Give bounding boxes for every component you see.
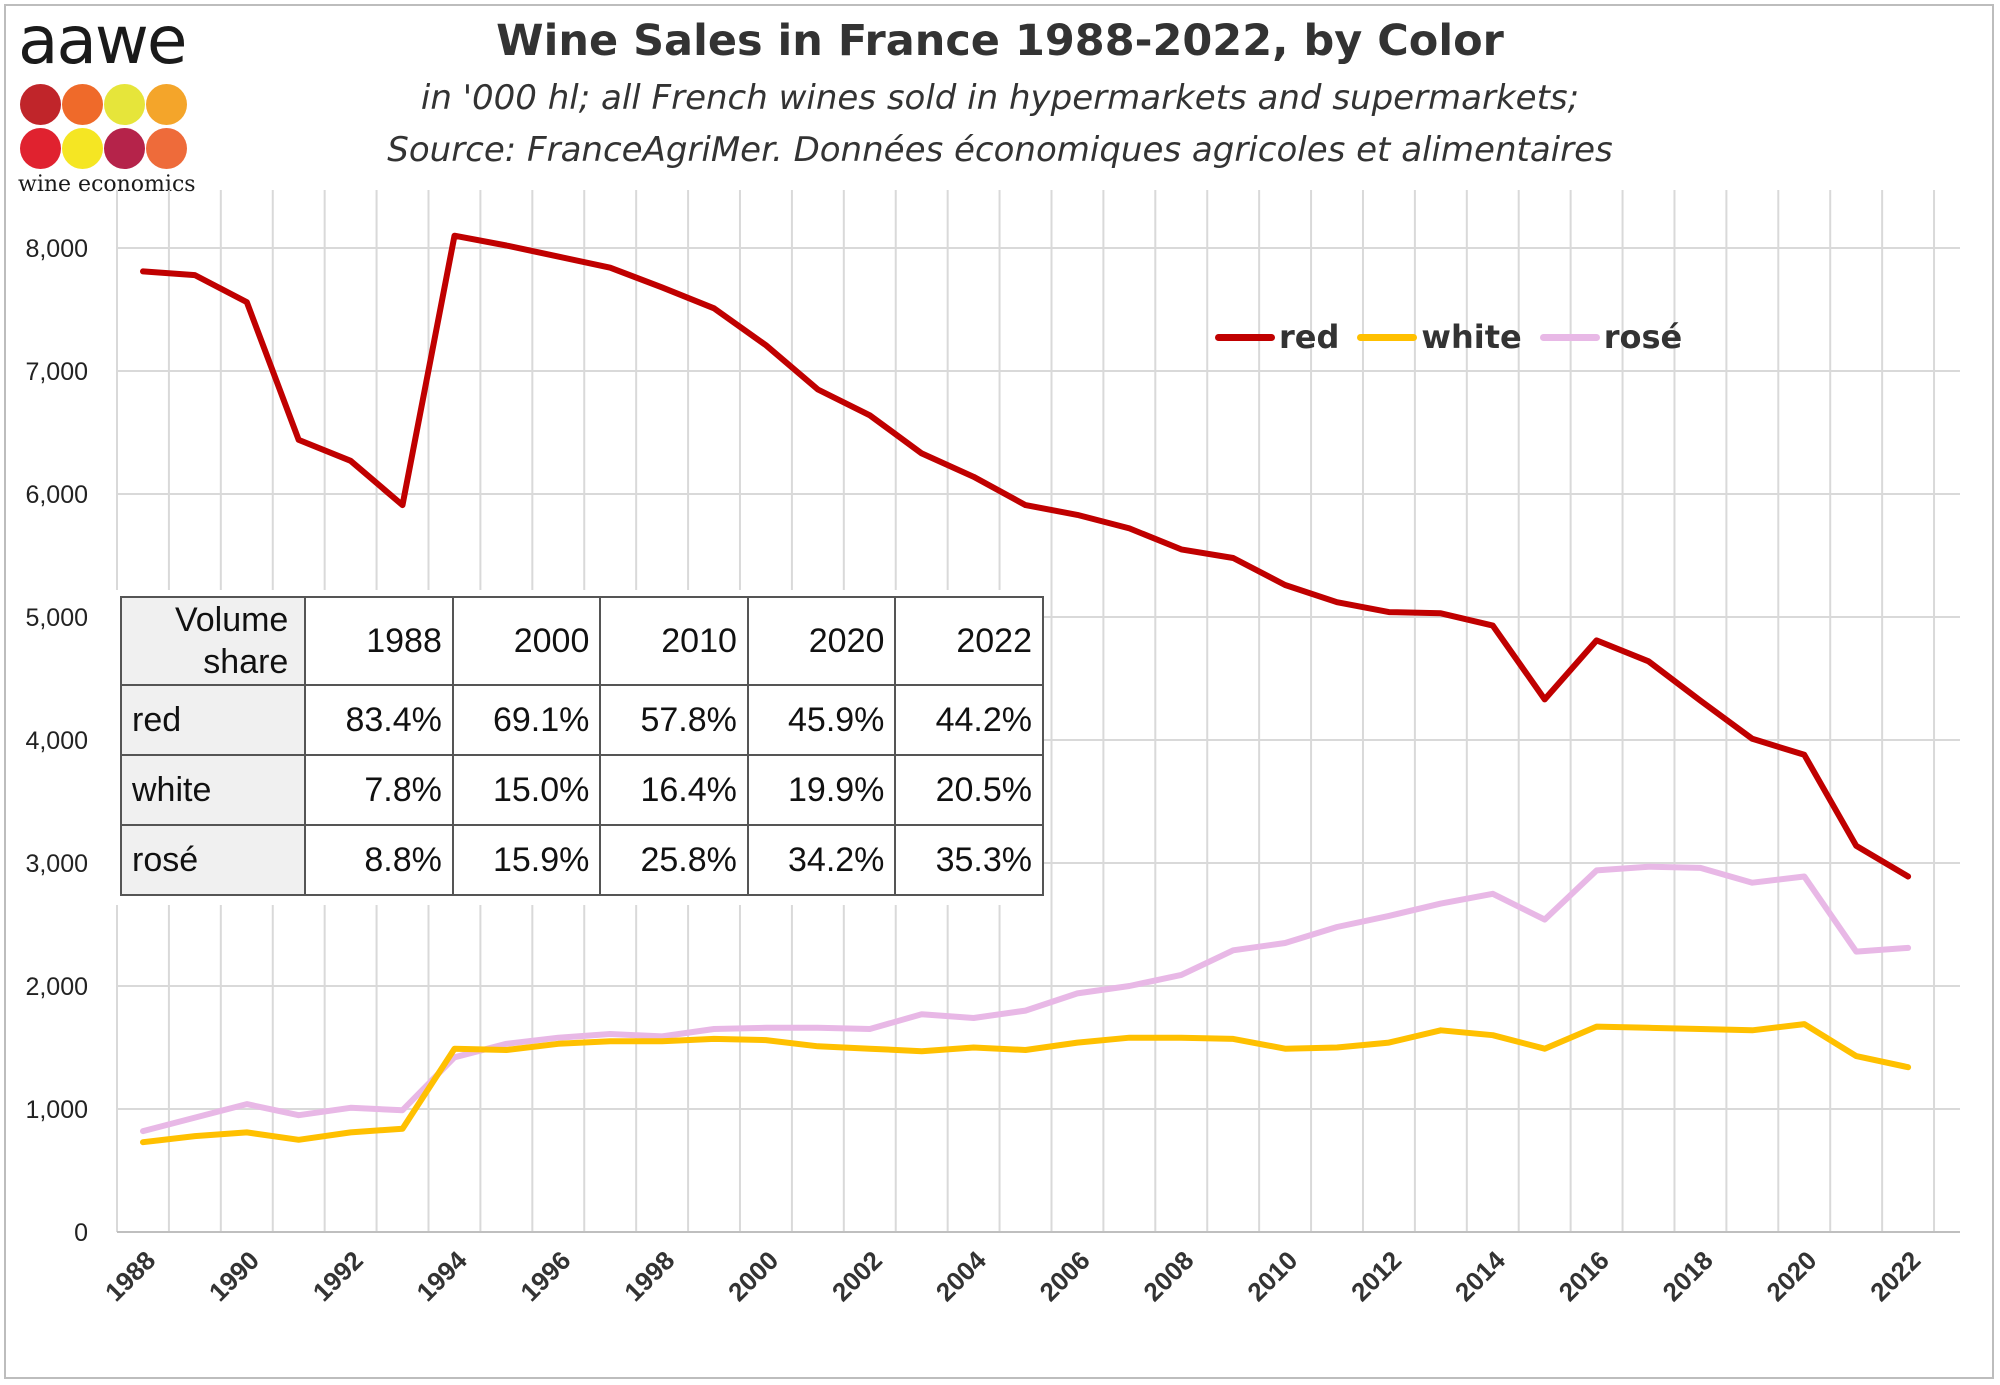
x-tick-label: 1992 — [307, 1245, 369, 1307]
legend-item-white: white — [1357, 318, 1522, 356]
x-tick-label: 1998 — [618, 1245, 680, 1307]
row-label: rosé — [119, 824, 307, 896]
logo-dot — [62, 128, 103, 169]
logo-dot — [20, 84, 61, 125]
chart-subtitle-line2: Source: FranceAgriMer. Données économiqu… — [387, 130, 1613, 170]
x-tick-label: 2006 — [1034, 1245, 1096, 1307]
x-tick-label: 2010 — [1241, 1245, 1303, 1307]
legend-item-rose: rosé — [1539, 318, 1683, 356]
x-tick-label: 1996 — [514, 1245, 576, 1307]
legend-label-rose: rosé — [1603, 318, 1683, 356]
volume-share-panel: Volume share 1988 2000 2010 2020 2022 re… — [114, 590, 1044, 905]
year-header: 2020 — [746, 596, 897, 686]
y-axis-ticks: 0 1,000 2,000 3,000 4,000 5,000 6,000 7,000 8,00… — [25, 235, 88, 1247]
x-tick-label: 2014 — [1449, 1245, 1511, 1307]
y-tick-label: 2,000 — [25, 973, 88, 1001]
logo-dot — [146, 84, 187, 125]
table-row-rose: rosé 8.8% 15.9% 25.8% 34.2% 35.3% — [119, 824, 1044, 896]
share-cell: 7.8% — [304, 754, 454, 826]
share-cell: 16.4% — [599, 754, 749, 826]
logo-tagline: wine economics — [18, 172, 196, 197]
share-cell: 19.9% — [746, 754, 897, 826]
year-header: 2022 — [894, 596, 1044, 686]
legend-label-red: red — [1279, 318, 1340, 356]
share-cell: 20.5% — [894, 754, 1044, 826]
logo-dot — [62, 84, 103, 125]
volume-share-table: Volume share 1988 2000 2010 2020 2022 re… — [119, 596, 1044, 896]
year-header: 2010 — [599, 596, 749, 686]
legend: red white rosé — [1215, 318, 1700, 356]
legend-swatch-rose — [1539, 333, 1600, 341]
logo-dot — [20, 128, 61, 169]
table-corner-cell: Volume share — [119, 596, 307, 686]
y-tick-label: 0 — [74, 1219, 88, 1247]
y-tick-label: 5,000 — [25, 604, 88, 632]
legend-label-white: white — [1421, 318, 1522, 356]
y-tick-label: 8,000 — [25, 235, 88, 263]
y-tick-label: 4,000 — [25, 727, 88, 755]
legend-item-red: red — [1215, 318, 1339, 356]
row-label: red — [119, 684, 307, 756]
series-line-white — [140, 1021, 1912, 1146]
share-cell: 69.1% — [451, 684, 602, 756]
table-header-row: Volume share 1988 2000 2010 2020 2022 — [119, 596, 1044, 686]
legend-swatch-red — [1215, 333, 1275, 341]
y-tick-label: 3,000 — [25, 850, 88, 878]
x-tick-label: 2012 — [1345, 1245, 1407, 1307]
x-tick-label: 2018 — [1657, 1245, 1719, 1307]
x-tick-label: 1990 — [203, 1245, 265, 1307]
y-tick-label: 6,000 — [25, 481, 88, 509]
year-header: 1988 — [304, 596, 454, 686]
x-axis-ticks: 1988 1990 1992 1994 1996 1998 2000 2002 2004 2006… — [99, 1245, 1926, 1307]
logo-wordmark: aawe — [18, 2, 187, 79]
corner-label-line2: share — [203, 643, 289, 681]
share-cell: 8.8% — [304, 824, 454, 896]
share-cell: 15.9% — [451, 824, 602, 896]
x-tick-label: 2004 — [930, 1245, 992, 1307]
table-row-red: red 83.4% 69.1% 57.8% 45.9% 44.2% — [119, 684, 1044, 756]
x-tick-label: 1988 — [99, 1245, 161, 1307]
chart-subtitle-line1: in '000 hl; all French wines sold in hyp… — [420, 78, 1580, 118]
share-cell: 44.2% — [894, 684, 1044, 756]
series-lines — [140, 232, 1912, 1146]
logo-dot — [104, 128, 145, 169]
table-row-white: white 7.8% 15.0% 16.4% 19.9% 20.5% — [119, 754, 1044, 826]
x-tick-label: 1994 — [411, 1245, 473, 1307]
chart-title: Wine Sales in France 1988-2022, by Color — [496, 16, 1504, 66]
share-cell: 45.9% — [746, 684, 897, 756]
corner-label-line1: Volume — [174, 601, 289, 639]
legend-swatch-white — [1357, 333, 1418, 341]
y-tick-label: 1,000 — [25, 1096, 88, 1124]
logo-dot — [146, 128, 187, 169]
share-cell: 15.0% — [451, 754, 602, 826]
x-tick-label: 2000 — [722, 1245, 784, 1307]
share-cell: 35.3% — [894, 824, 1044, 896]
x-tick-label: 2002 — [826, 1245, 888, 1307]
share-cell: 57.8% — [599, 684, 749, 756]
logo-dot — [104, 84, 145, 125]
x-tick-label: 2022 — [1864, 1245, 1926, 1307]
share-cell: 34.2% — [746, 824, 897, 896]
y-tick-label: 7,000 — [25, 358, 88, 386]
share-cell: 83.4% — [304, 684, 454, 756]
x-tick-label: 2008 — [1137, 1245, 1199, 1307]
row-label: white — [119, 754, 307, 826]
x-tick-label: 2016 — [1553, 1245, 1615, 1307]
share-cell: 25.8% — [599, 824, 749, 896]
year-header: 2000 — [451, 596, 602, 686]
series-line-red — [140, 232, 1912, 880]
x-tick-label: 2020 — [1760, 1245, 1822, 1307]
series-line-rose — [140, 863, 1912, 1135]
aawe-logo: aawe wine economics — [14, 2, 204, 204]
